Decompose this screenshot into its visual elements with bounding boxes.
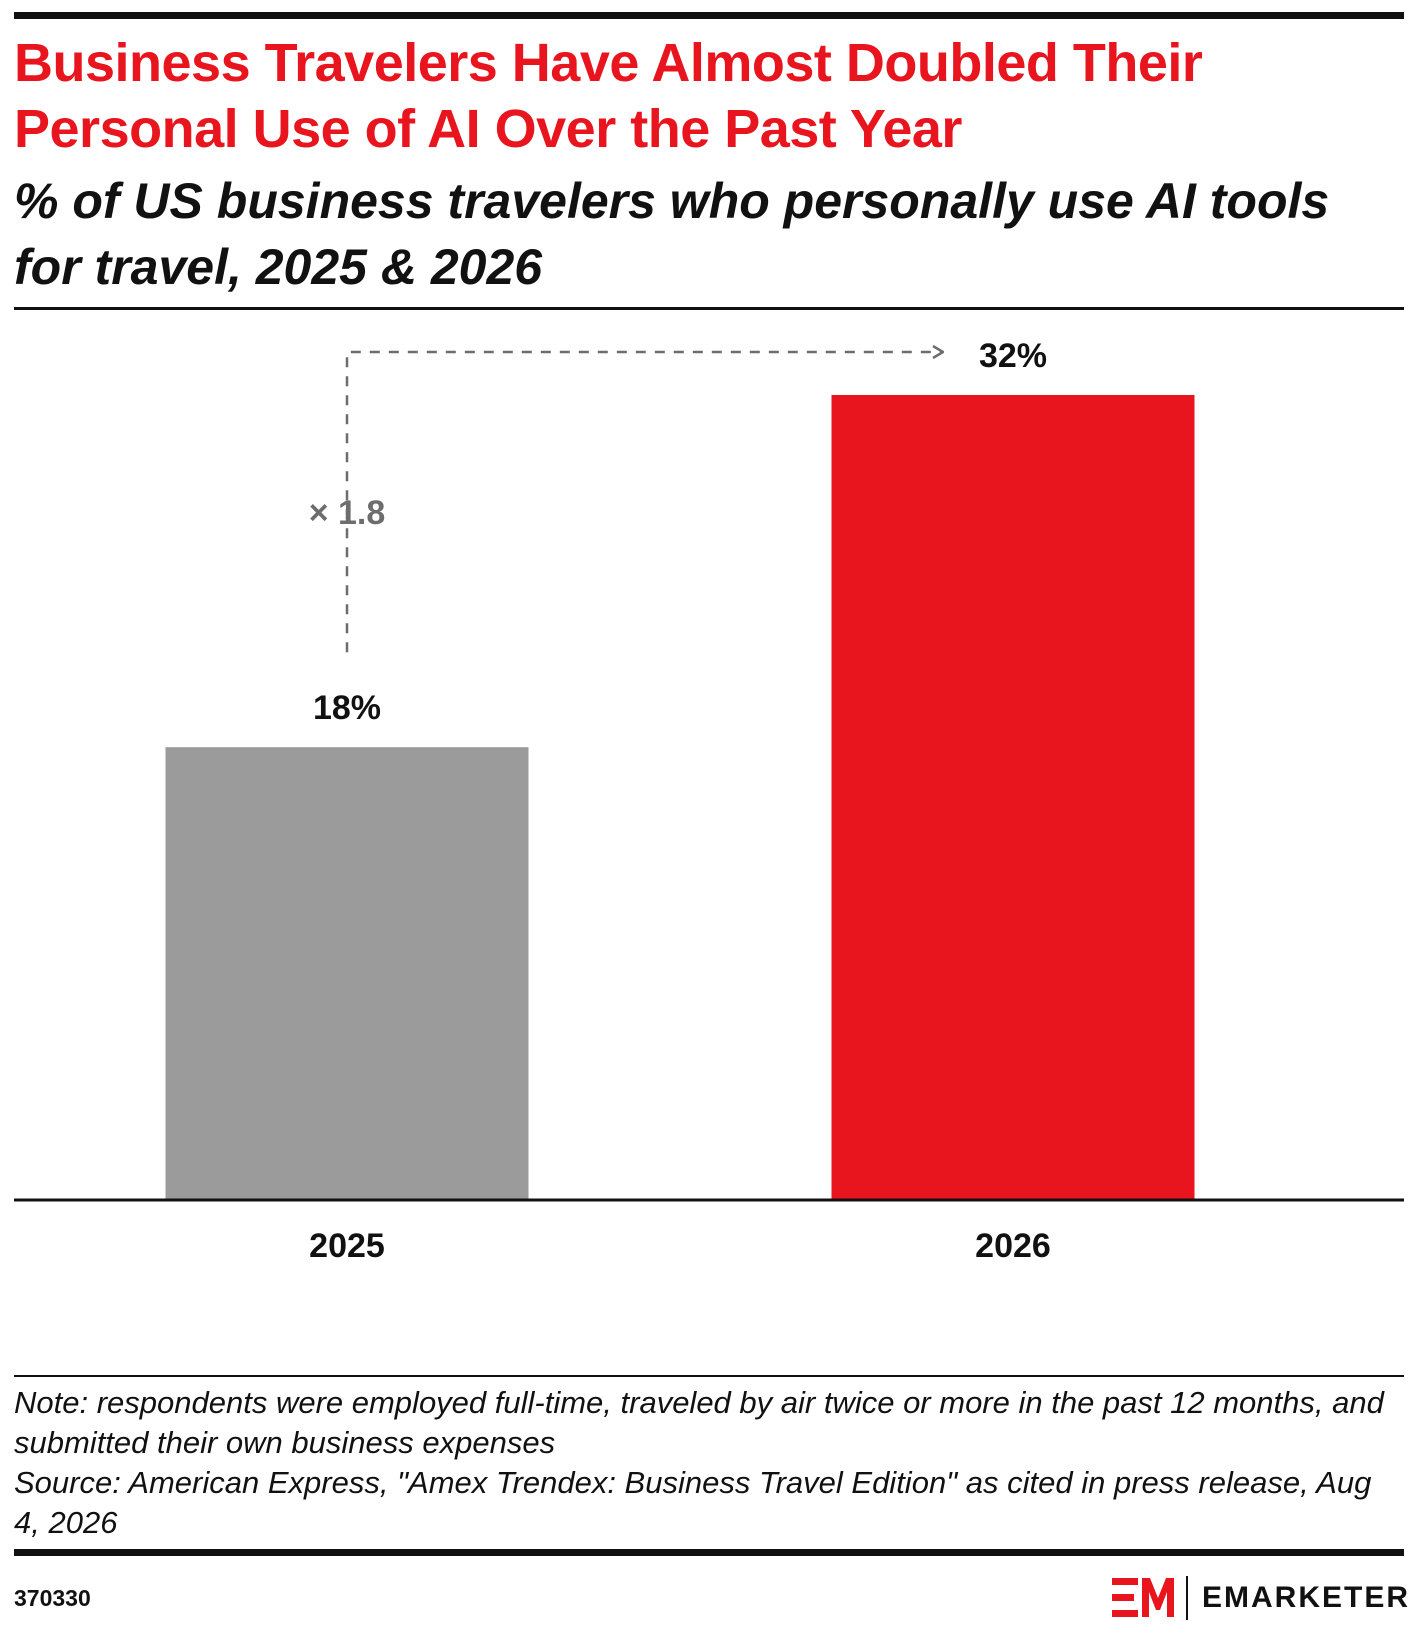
note-text: Note: respondents were employed full-tim… bbox=[14, 1385, 1384, 1460]
chart-title: Business Travelers Have Almost Doubled T… bbox=[14, 33, 1203, 159]
footnote: Note: respondents were employed full-tim… bbox=[14, 1383, 1404, 1543]
growth-multiplier-label: × 1.8 bbox=[309, 494, 386, 532]
em-logo-icon bbox=[1112, 1576, 1176, 1620]
bar-2025 bbox=[165, 747, 529, 1200]
category-label-2026: 2026 bbox=[975, 1227, 1051, 1265]
chart-id: 370330 bbox=[14, 1585, 91, 1611]
chart-subtitle: % of US business travelers who personall… bbox=[14, 173, 1330, 295]
value-label-2026: 32% bbox=[979, 337, 1047, 375]
bottom-rule bbox=[14, 1549, 1404, 1556]
value-label-2025: 18% bbox=[313, 689, 381, 727]
bar-chart: × 1.8 18% 2025 32% 2026 bbox=[14, 337, 1404, 1265]
subtitle-rule bbox=[14, 307, 1404, 310]
category-label-2025: 2025 bbox=[309, 1227, 385, 1265]
logo-separator bbox=[1186, 1576, 1188, 1620]
top-rule bbox=[14, 12, 1404, 19]
source-text: Source: American Express, "Amex Trendex:… bbox=[14, 1465, 1372, 1540]
brand-name: EMARKETER bbox=[1202, 1581, 1411, 1614]
note-rule bbox=[14, 1375, 1404, 1377]
emarketer-logo: EMARKETER bbox=[1112, 1572, 1410, 1624]
bar-2026 bbox=[831, 395, 1195, 1200]
bars-group bbox=[165, 395, 1195, 1200]
growth-arrow bbox=[345, 352, 943, 653]
labels-group: 18% 2025 32% 2026 bbox=[309, 337, 1051, 1265]
